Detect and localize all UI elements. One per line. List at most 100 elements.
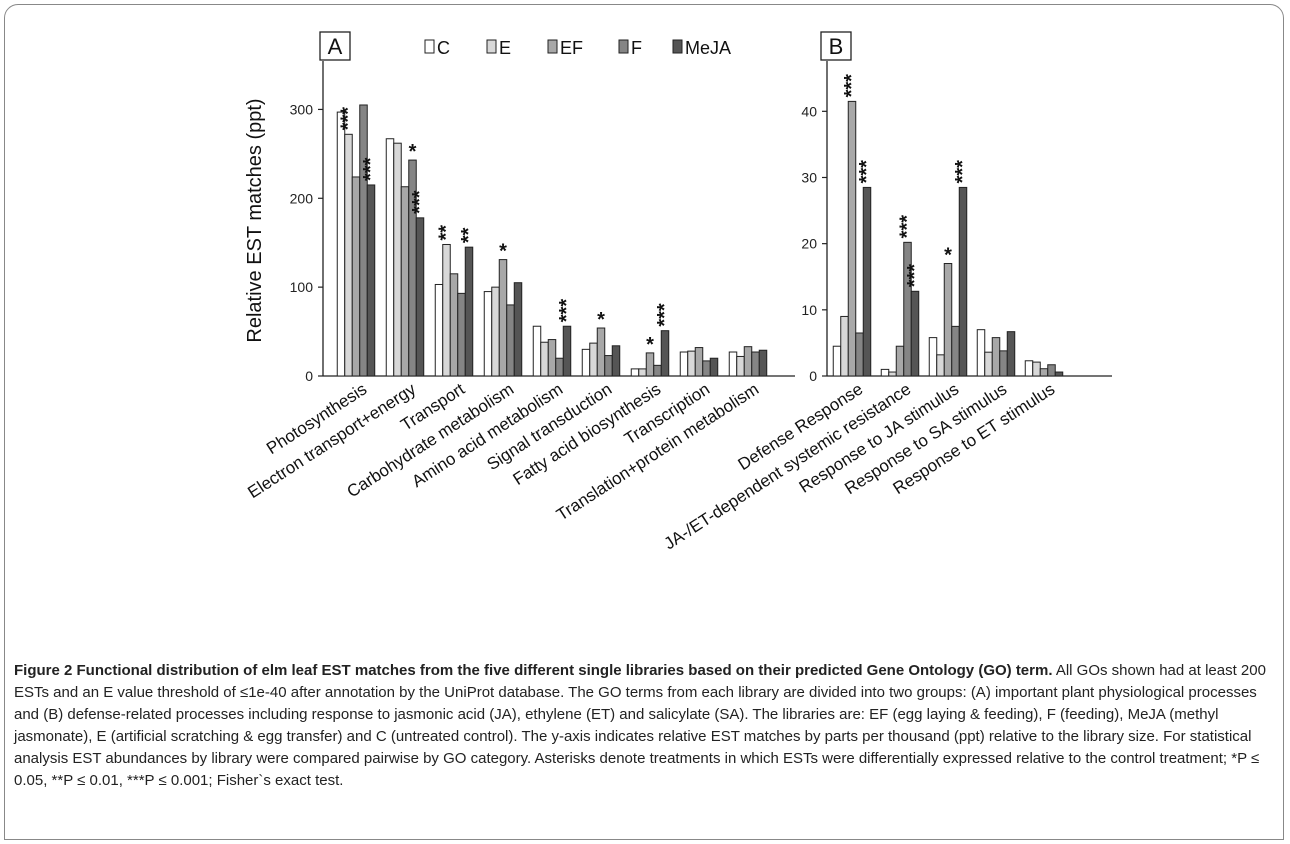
- bar: [888, 371, 897, 377]
- legend-item: C: [424, 38, 450, 58]
- bar: [366, 184, 376, 377]
- bar: [709, 357, 719, 377]
- bar: [880, 368, 890, 377]
- panel-label-text: A: [328, 34, 343, 59]
- bar: [751, 351, 760, 377]
- bar: [645, 352, 655, 377]
- bar: [393, 142, 402, 377]
- legend-item: F: [618, 38, 642, 58]
- legend-label: C: [437, 38, 450, 58]
- bar: [513, 282, 523, 377]
- bar: [555, 357, 564, 377]
- bar: [483, 291, 493, 377]
- bar: [457, 292, 466, 377]
- bar: [951, 325, 960, 377]
- significance-marker: ***: [338, 107, 360, 131]
- significance-marker: *: [409, 141, 417, 163]
- significance-marker: *: [597, 309, 605, 331]
- significance-marker: ***: [556, 299, 578, 323]
- panel-label-box: [319, 31, 351, 61]
- bar: [611, 345, 621, 377]
- panel-label-box: [820, 31, 852, 61]
- significance-marker: *: [646, 334, 654, 356]
- bar: [1039, 368, 1049, 377]
- bar: [415, 217, 425, 377]
- bar: [491, 286, 500, 377]
- significance-marker: ***: [856, 160, 878, 184]
- panel-label-text: B: [829, 34, 844, 59]
- figure-caption: Figure 2 Functional distribution of elm …: [14, 660, 1276, 792]
- bar: [498, 259, 508, 377]
- bar: [976, 329, 986, 377]
- y-tick-label: 10: [801, 302, 817, 318]
- legend-swatch: [486, 39, 497, 54]
- caption-body: All GOs shown had at least 200 ESTs and …: [14, 662, 1266, 789]
- significance-marker: **: [458, 227, 480, 243]
- significance-marker: *: [499, 241, 507, 263]
- bar: [999, 350, 1008, 377]
- bar: [449, 273, 459, 377]
- significance-marker: ***: [952, 160, 974, 184]
- bar: [736, 355, 745, 377]
- bar: [1032, 361, 1041, 377]
- significance-marker: **: [436, 225, 458, 241]
- panel-label: A: [319, 31, 351, 61]
- caption-title: Figure 2 Functional distribution of elm …: [14, 662, 1053, 679]
- significance-marker: ***: [897, 215, 919, 239]
- bar: [442, 243, 451, 377]
- bar: [984, 351, 993, 377]
- bar: [694, 347, 704, 377]
- y-tick-label: 0: [809, 368, 817, 384]
- bar: [903, 241, 912, 377]
- significance-marker: *: [944, 245, 952, 267]
- y-tick-label: 100: [290, 279, 314, 295]
- significance-marker: ***: [841, 74, 863, 98]
- legend-label: EF: [560, 38, 583, 58]
- significance-marker: ***: [654, 303, 676, 327]
- bar: [630, 368, 640, 377]
- legend-label: E: [499, 38, 511, 58]
- legend-swatch: [618, 39, 629, 54]
- y-tick-label: 300: [290, 101, 314, 117]
- legend-item: E: [486, 38, 511, 58]
- bar: [562, 325, 572, 377]
- legend: C E EF F MeJA: [424, 38, 731, 58]
- bar: [351, 176, 361, 377]
- y-tick-label: 20: [801, 236, 817, 252]
- bar: [385, 138, 395, 377]
- bar: [840, 315, 849, 377]
- y-tick-label: 200: [290, 190, 314, 206]
- bar: [847, 100, 857, 377]
- bar: [336, 111, 346, 377]
- legend-label: F: [631, 38, 642, 58]
- bar: [1024, 360, 1034, 377]
- bar: [400, 186, 410, 377]
- y-tick-label: 0: [305, 368, 313, 384]
- significance-marker: ***: [904, 264, 926, 288]
- panel-label: B: [820, 31, 852, 61]
- bar: [464, 246, 474, 377]
- legend-item: MeJA: [672, 38, 731, 58]
- bar: [702, 360, 711, 377]
- significance-marker: ***: [409, 190, 431, 214]
- significance-marker: ***: [360, 157, 382, 181]
- y-axis-label: Relative EST matches (ppt): [244, 98, 266, 342]
- bar: [540, 341, 549, 377]
- legend-item: EF: [547, 38, 583, 58]
- bar: [653, 364, 662, 377]
- bar: [434, 283, 444, 377]
- bar: [596, 327, 606, 377]
- bar: [638, 368, 647, 377]
- bar: [604, 355, 613, 377]
- bar: [1047, 364, 1056, 377]
- bar: [344, 133, 353, 377]
- bar: [758, 349, 768, 377]
- bar: [832, 345, 842, 377]
- bar: [679, 351, 689, 377]
- bar: [943, 263, 953, 377]
- bar: [581, 348, 591, 377]
- legend-label: MeJA: [685, 38, 731, 58]
- y-tick-label: 40: [801, 103, 817, 119]
